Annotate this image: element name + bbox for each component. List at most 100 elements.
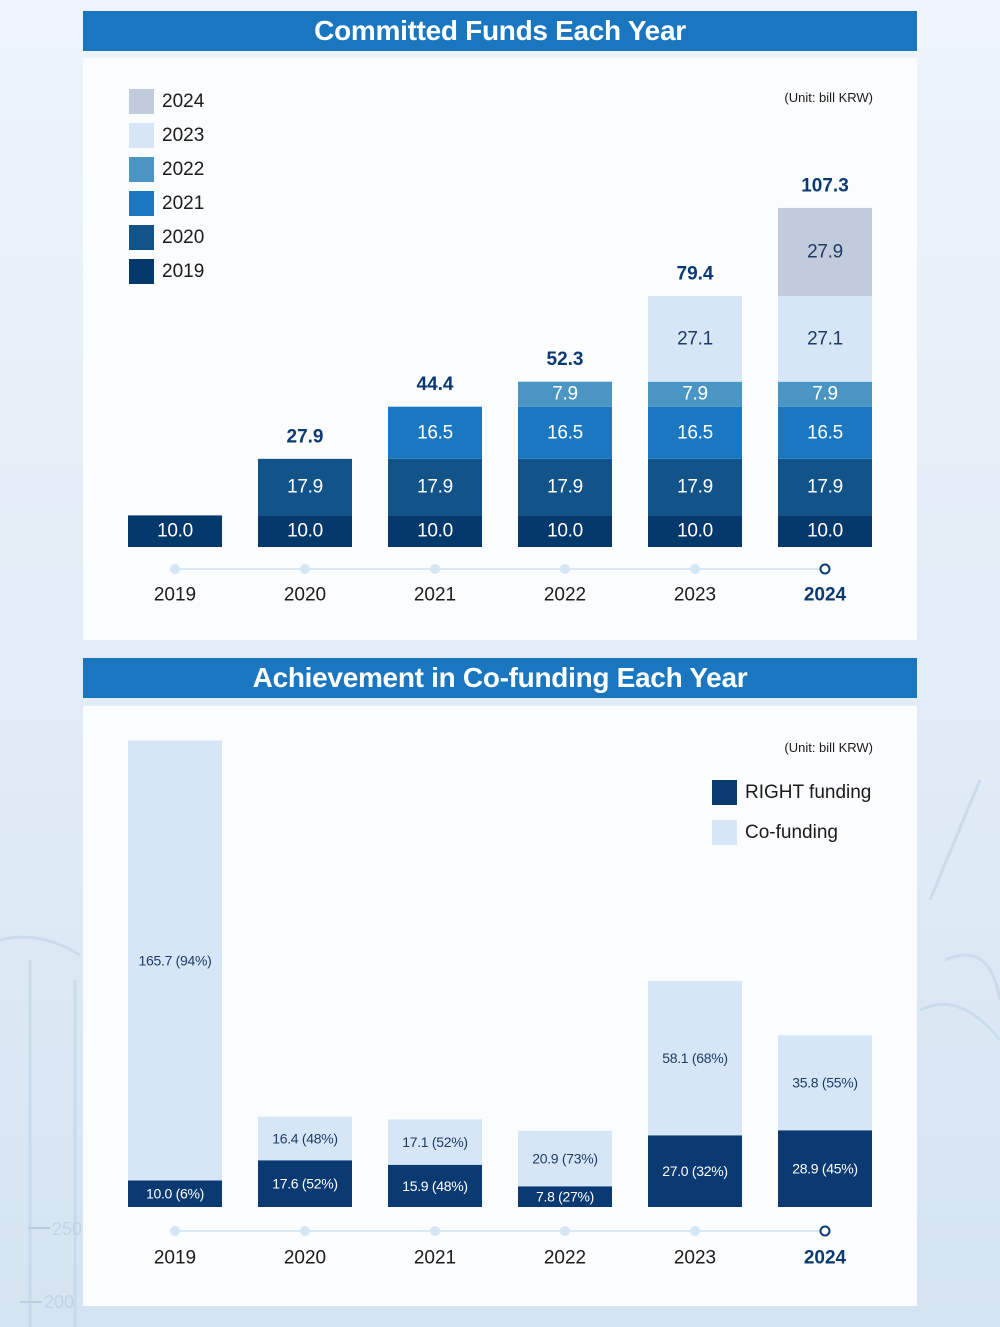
x-tick-label: 2021 [414,585,456,606]
bar-segment [258,1160,352,1207]
legend-label: 2021 [162,192,205,214]
bar-segment [388,406,482,459]
bar-segment [258,458,352,516]
total-label: 107.3 [801,175,849,196]
data-label: 27.1 [807,328,843,349]
committed-unit-label: (Unit: bill KRW) [784,90,873,105]
legend-label: 2020 [162,226,205,248]
total-label: 52.3 [547,349,584,370]
data-label: 28.9 (45%) [792,1161,857,1177]
cofunding-chart: 2019 10.0 (6%) 165.7 (94%) 2020 17.6 (52%) 16… [128,740,872,1269]
data-label: 10.0 [287,521,323,542]
legend-swatch [129,259,154,284]
x-tick-label: 2024 [804,1248,847,1269]
bar-segment [648,458,742,516]
cofunding-unit-label: (Unit: bill KRW) [784,740,873,755]
bar-segment [778,458,872,516]
timeline-dot [430,564,440,574]
bar-segment [778,406,872,459]
timeline-dot-highlight [819,1225,831,1237]
timeline-dot [690,564,700,574]
timeline-dot [430,1226,440,1236]
x-tick-label: 2020 [284,1248,326,1269]
bar-segment [648,981,742,1136]
committed-legend-item: 2022 [129,157,204,182]
committed-legend-item: 2020 [129,225,204,250]
data-label: 10.0 [677,521,713,542]
svg-text:200: 200 [44,1292,74,1312]
cofunding-panel: (Unit: bill KRW) RIGHT funding Co-funding… [83,706,917,1306]
data-label: 20.9 (73%) [532,1151,597,1167]
data-label: 16.5 [547,422,583,443]
bar-segment [518,381,612,407]
timeline-dot [560,1226,570,1236]
bar-segment [518,1186,612,1207]
bar-segment [648,381,742,407]
cofunding-legend-item: RIGHT funding [712,780,871,805]
committed-legend-item: 2024 [129,89,204,114]
legend-label: 2023 [162,124,205,146]
legend-swatch [129,123,154,148]
timeline-dot [690,1226,700,1236]
committed-funds-panel: (Unit: bill KRW) 2024 2023 2022 2021 2020 201… [83,58,917,640]
data-label: 7.8 (27%) [536,1189,594,1205]
data-label: 15.9 (48%) [402,1178,467,1194]
bar-segment [258,1116,352,1161]
bar-segment [518,458,612,516]
cofunding-title: Achievement in Co-funding Each Year [83,658,917,698]
total-label: 44.4 [417,374,454,395]
x-tick-label: 2022 [544,585,586,606]
bar-segment [778,381,872,407]
timeline-dot [560,564,570,574]
total-label: 27.9 [287,426,324,447]
bar-segment [128,1180,222,1207]
data-label: 7.9 [812,384,838,405]
data-label: 35.8 (55%) [792,1075,857,1091]
bar-segment [648,515,742,547]
data-label: 58.1 (68%) [662,1050,727,1066]
bar-segment [518,515,612,547]
bar-segment [778,1035,872,1131]
bar-segment [128,740,222,1181]
data-label: 165.7 (94%) [139,952,212,968]
bar-segment [648,1135,742,1207]
total-label: 79.4 [677,264,714,285]
legend-swatch [129,191,154,216]
x-tick-label: 2019 [154,1248,196,1269]
data-label: 7.9 [552,384,578,405]
data-label: 27.1 [677,328,713,349]
committed-funds-chart: 2019 10.0 2020 10.0 17.9 27.9 2021 10.0 17.9 16.5… [128,175,872,606]
data-label: 17.6 (52%) [272,1176,337,1192]
x-tick-label: 2024 [804,585,847,606]
bar-segment [778,1130,872,1207]
bar-segment [518,406,612,459]
timeline-dot [170,564,180,574]
committed-legend-item: 2021 [129,191,204,216]
data-label: 10.0 (6%) [146,1186,204,1202]
data-label: 17.9 [677,477,713,498]
bar-segment [778,207,872,297]
legend-label: 2022 [162,158,205,180]
bar-segment [518,1130,612,1187]
bar-segment [128,515,222,547]
bar-segment [778,515,872,547]
data-label: 10.0 [807,521,843,542]
legend-label: Co-funding [745,821,838,843]
data-label: 27.0 (32%) [662,1163,727,1179]
x-tick-label: 2023 [674,585,716,606]
legend-label: 2019 [162,260,205,282]
bar-segment [388,1164,482,1207]
bar-segment [388,515,482,547]
data-label: 17.1 (52%) [402,1134,467,1150]
legend-swatch [129,157,154,182]
x-tick-label: 2023 [674,1248,716,1269]
data-label: 17.9 [547,477,583,498]
x-tick-label: 2022 [544,1248,586,1269]
data-label: 17.9 [417,477,453,498]
svg-text:250: 250 [52,1219,82,1239]
x-tick-label: 2021 [414,1248,456,1269]
bar-segment [388,458,482,516]
x-tick-label: 2020 [284,585,326,606]
bar-segment [258,515,352,547]
